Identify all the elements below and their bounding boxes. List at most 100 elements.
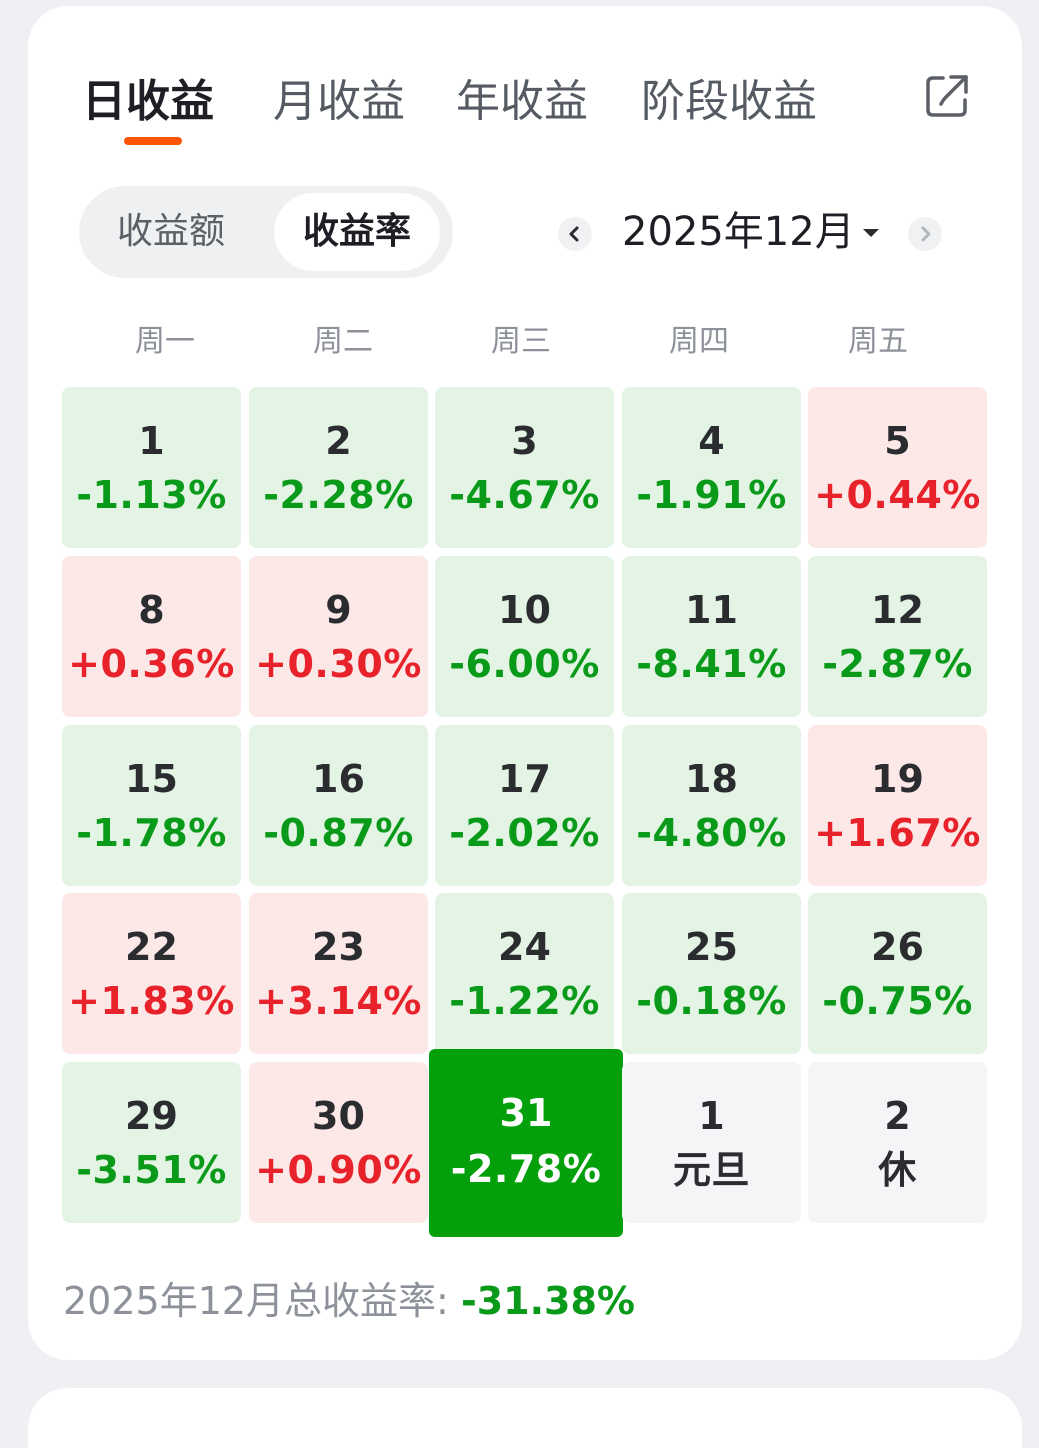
segment-return-amount[interactable]: 收益额 [116, 211, 225, 252]
calendar-day-cell[interactable]: 2 -2.28% [249, 387, 428, 548]
day-number: 19 [871, 757, 924, 801]
day-return-value: +0.90% [255, 1148, 422, 1192]
day-return-value: -1.22% [449, 979, 600, 1023]
calendar-day-cell[interactable]: 3 -4.67% [435, 387, 614, 548]
day-number: 25 [685, 925, 738, 969]
weekday-thu: 周四 [669, 324, 729, 359]
day-return-value: -6.00% [449, 642, 600, 686]
month-total-summary: 2025年12月总收益率: -31.38% [63, 1276, 635, 1326]
day-number: 30 [312, 1094, 365, 1138]
day-return-value: -0.75% [822, 979, 973, 1023]
calendar-day-cell[interactable]: 4 -1.91% [622, 387, 801, 548]
day-number: 22 [125, 925, 178, 969]
next-card [28, 1388, 1022, 1448]
tab-daily-return[interactable]: 日收益 [82, 76, 214, 127]
day-return-value: -0.87% [263, 811, 414, 855]
calendar-day-cell[interactable]: 1 -1.13% [62, 387, 241, 548]
calendar-day-cell[interactable]: 17 -2.02% [435, 725, 614, 886]
day-return-value: -8.41% [636, 642, 787, 686]
day-return-value: -1.78% [76, 811, 227, 855]
day-return-value: -2.78% [450, 1147, 602, 1191]
month-label[interactable]: 2025年12月 [622, 209, 855, 255]
day-number: 9 [325, 588, 352, 632]
day-return-value: +0.36% [68, 642, 235, 686]
calendar-day-cell[interactable]: 25 -0.18% [622, 893, 801, 1054]
day-number: 1 [138, 419, 165, 463]
calendar-day-cell[interactable]: 11 -8.41% [622, 556, 801, 717]
day-return-value: +0.44% [814, 473, 981, 517]
metric-toggle: 收益额 收益率 [79, 186, 453, 278]
day-number: 10 [498, 588, 551, 632]
calendar-day-cell[interactable]: 19 +1.67% [808, 725, 987, 886]
tab-period-return[interactable]: 阶段收益 [641, 76, 817, 127]
daily-return-card: 日收益 月收益 年收益 阶段收益 收益额 收益率 2025年12月 周一 周二 … [28, 6, 1022, 1360]
weekday-fri: 周五 [848, 324, 908, 359]
segment-return-rate[interactable]: 收益率 [274, 193, 440, 271]
summary-label: 2025年12月总收益率: [63, 1279, 461, 1323]
day-number: 2 [325, 419, 352, 463]
calendar-day-cell[interactable]: 23 +3.14% [249, 893, 428, 1054]
day-number: 16 [312, 757, 365, 801]
next-month-button[interactable] [908, 217, 942, 251]
day-number: 8 [138, 588, 165, 632]
day-number: 12 [871, 588, 924, 632]
day-return-value: -1.91% [636, 473, 787, 517]
calendar-day-cell[interactable]: 16 -0.87% [249, 725, 428, 886]
day-number: 26 [871, 925, 924, 969]
calendar-day-cell[interactable]: 9 +0.30% [249, 556, 428, 717]
day-number: 29 [125, 1094, 178, 1138]
day-number: 17 [498, 757, 551, 801]
day-return-value: -0.18% [636, 979, 787, 1023]
day-number: 15 [125, 757, 178, 801]
calendar-day-cell[interactable]: 18 -4.80% [622, 725, 801, 886]
calendar-day-cell[interactable]: 30 +0.90% [249, 1062, 428, 1223]
tab-bar: 日收益 月收益 年收益 阶段收益 [28, 6, 1022, 156]
day-return-value: -1.13% [76, 473, 227, 517]
day-number: 11 [685, 588, 738, 632]
calendar-day-cell[interactable]: 24 -1.22% [435, 893, 614, 1054]
weekday-wed: 周三 [491, 324, 551, 359]
weekday-tue: 周二 [313, 324, 373, 359]
day-return-value: +1.83% [68, 979, 235, 1023]
day-return-value: +0.30% [255, 642, 422, 686]
day-return-value: -3.51% [76, 1148, 227, 1192]
prev-month-button[interactable] [558, 217, 592, 251]
day-number: 23 [312, 925, 365, 969]
day-number: 1 [698, 1094, 725, 1138]
day-number: 5 [884, 419, 911, 463]
day-return-value: 休 [878, 1148, 917, 1192]
calendar-day-cell[interactable]: 8 +0.36% [62, 556, 241, 717]
calendar-day-cell[interactable]: 5 +0.44% [808, 387, 987, 548]
calendar-day-cell[interactable]: 1 元旦 [622, 1062, 801, 1223]
calendar-day-cell[interactable]: 12 -2.87% [808, 556, 987, 717]
day-return-value: -4.80% [636, 811, 787, 855]
calendar-day-cell[interactable]: 31 -2.78% [429, 1049, 623, 1237]
tab-yearly-return[interactable]: 年收益 [456, 76, 588, 127]
active-tab-indicator [124, 137, 182, 145]
day-number: 3 [511, 419, 538, 463]
day-return-value: +1.67% [814, 811, 981, 855]
day-return-value: -4.67% [449, 473, 600, 517]
weekday-mon: 周一 [135, 324, 195, 359]
day-return-value: -2.87% [822, 642, 973, 686]
calendar-day-cell[interactable]: 10 -6.00% [435, 556, 614, 717]
day-return-value: +3.14% [255, 979, 422, 1023]
share-icon[interactable] [921, 70, 973, 122]
day-number: 2 [884, 1094, 911, 1138]
day-number: 24 [498, 925, 551, 969]
day-number: 31 [499, 1091, 553, 1135]
tab-monthly-return[interactable]: 月收益 [273, 76, 405, 127]
calendar-day-cell[interactable]: 29 -3.51% [62, 1062, 241, 1223]
day-return-value: 元旦 [672, 1148, 750, 1192]
caret-down-icon[interactable] [860, 226, 882, 240]
calendar-day-cell[interactable]: 15 -1.78% [62, 725, 241, 886]
day-return-value: -2.02% [449, 811, 600, 855]
day-number: 4 [698, 419, 725, 463]
day-return-value: -2.28% [263, 473, 414, 517]
day-number: 18 [685, 757, 738, 801]
chevron-left-icon [569, 226, 579, 242]
calendar-day-cell[interactable]: 26 -0.75% [808, 893, 987, 1054]
chevron-right-icon [921, 226, 931, 242]
calendar-day-cell[interactable]: 22 +1.83% [62, 893, 241, 1054]
